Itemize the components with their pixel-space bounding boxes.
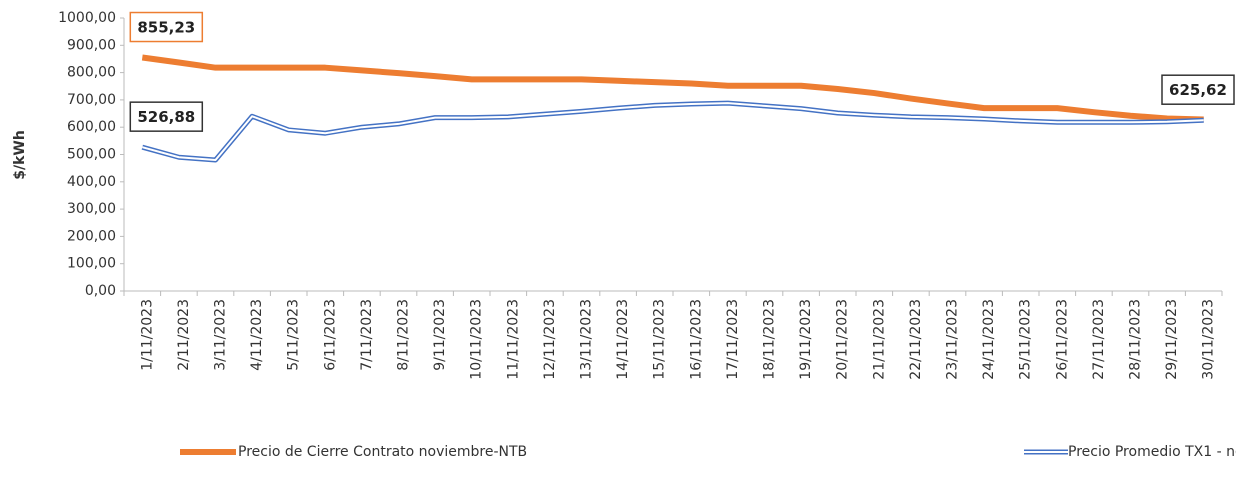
x-tick-label: 15/11/2023 <box>652 299 668 380</box>
series-line <box>141 54 1204 123</box>
y-tick-label: 700,00 <box>67 92 116 108</box>
x-tick-label: 6/11/2023 <box>322 299 338 371</box>
x-tick-label: 9/11/2023 <box>432 299 448 371</box>
x-tick-label: 14/11/2023 <box>615 299 631 380</box>
y-tick-label: 0,00 <box>85 283 116 299</box>
x-tick-label: 18/11/2023 <box>762 299 778 380</box>
y-tick-label: 400,00 <box>67 174 116 190</box>
x-tick-label: 12/11/2023 <box>542 299 558 380</box>
data-label: 855,23 <box>137 19 195 37</box>
data-label-box <box>1161 74 1235 105</box>
x-tick-label: 20/11/2023 <box>835 299 851 380</box>
x-tick-label: 11/11/2023 <box>505 299 521 380</box>
x-tick-label: 8/11/2023 <box>396 299 412 371</box>
y-tick-label: 100,00 <box>67 256 116 272</box>
data-label-box <box>129 11 204 43</box>
x-tick-label: 25/11/2023 <box>1018 299 1034 380</box>
x-tick-label: 2/11/2023 <box>176 299 192 371</box>
x-tick-label: 22/11/2023 <box>908 299 924 380</box>
y-axis-label: $/kWh <box>12 130 28 180</box>
x-tick-label: 10/11/2023 <box>469 299 485 380</box>
y-tick-label: 200,00 <box>67 228 116 244</box>
x-tick-label: 16/11/2023 <box>688 299 704 380</box>
y-tick-label: 800,00 <box>67 65 116 81</box>
x-tick-label: 27/11/2023 <box>1091 299 1107 380</box>
data-label: 526,88 <box>137 108 195 126</box>
x-tick-label: 29/11/2023 <box>1164 299 1180 380</box>
x-tick-label: 21/11/2023 <box>871 299 887 380</box>
x-tick-label: 5/11/2023 <box>286 299 302 371</box>
data-label: 625,62 <box>1169 81 1227 99</box>
x-tick-label: 13/11/2023 <box>579 299 595 380</box>
x-tick-label: 7/11/2023 <box>359 299 375 371</box>
series-line-inner <box>142 102 1204 161</box>
x-tick-label: 24/11/2023 <box>981 299 997 380</box>
x-tick-label: 17/11/2023 <box>725 299 741 380</box>
x-tick-label: 28/11/2023 <box>1128 299 1144 380</box>
x-tick-label: 30/11/2023 <box>1201 299 1217 380</box>
y-tick-label: 300,00 <box>67 201 116 217</box>
x-tick-label: 19/11/2023 <box>798 299 814 380</box>
y-tick-label: 1000,00 <box>58 10 116 26</box>
y-tick-label: 600,00 <box>67 119 116 135</box>
y-tick-label: 900,00 <box>67 37 116 53</box>
x-tick-label: 1/11/2023 <box>139 299 155 371</box>
legend-label: Precio Promedio TX1 - noviembre-NTB <box>1068 444 1236 460</box>
y-tick-label: 500,00 <box>67 147 116 163</box>
x-tick-label: 3/11/2023 <box>213 299 229 371</box>
legend-label: Precio de Cierre Contrato noviembre-NTB <box>238 444 527 460</box>
x-tick-label: 23/11/2023 <box>945 299 961 380</box>
x-tick-label: 4/11/2023 <box>249 299 265 371</box>
data-label-box <box>129 101 204 132</box>
x-tick-label: 26/11/2023 <box>1054 299 1070 380</box>
